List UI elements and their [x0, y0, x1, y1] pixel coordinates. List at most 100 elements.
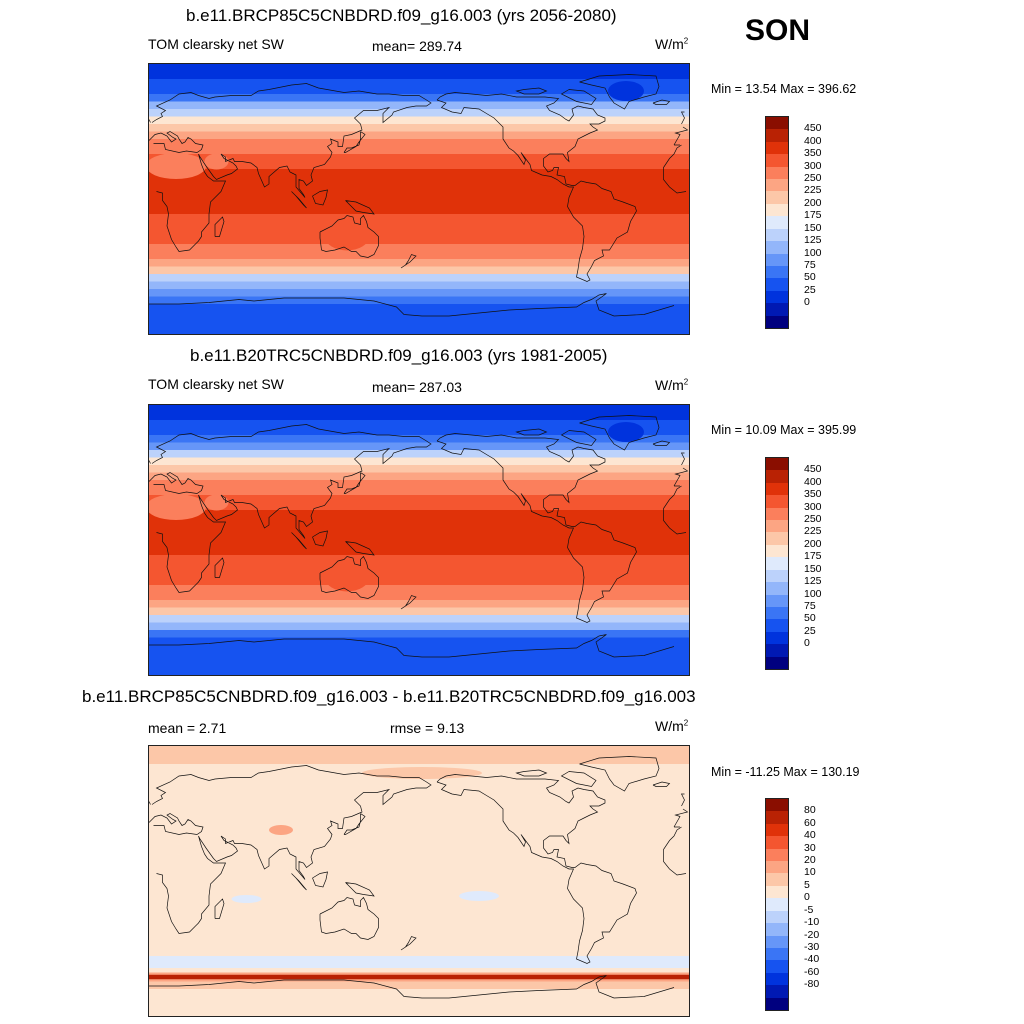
panel3-colorbar-tick-label: -60	[804, 965, 820, 978]
panel1-colorbar-tick-label: 300	[804, 159, 822, 172]
panel2-band-4	[149, 450, 689, 458]
panel1-colorbar-swatch-7	[766, 203, 788, 217]
panel3-colorbar-tick-label: 80	[804, 804, 816, 817]
panel1-band-6	[149, 124, 689, 132]
panel1-colorbar-swatch-9	[766, 228, 788, 242]
panel2-band-7	[149, 472, 689, 480]
panel3-ice-edge	[149, 974, 689, 980]
panel2-colorbar-swatch-0	[766, 458, 788, 471]
panel3-ice-edge-inner	[149, 981, 689, 989]
panel2-colorbar-tick-label: 450	[804, 463, 822, 476]
panel1-plot	[149, 64, 689, 334]
panel1-colorbar-swatch-10	[766, 241, 788, 255]
panel1-australia	[325, 222, 369, 251]
panel1-units: W/m2	[655, 36, 689, 52]
panel3-colorbar-tick-label: -5	[804, 903, 814, 916]
panel2-colorbar-tick-label: 200	[804, 537, 822, 550]
panel1-colorbar-tick-label: 75	[804, 258, 816, 271]
panel2-band-13	[149, 555, 689, 570]
panel1-colorbar-swatch-1	[766, 129, 788, 143]
panel2-title: b.e11.B20TRC5CNBDRD.f09_g16.003 (yrs 198…	[190, 346, 608, 365]
panel3-title: b.e11.BRCP85C5CNBDRD.f09_g16.003 - b.e11…	[82, 687, 696, 706]
panel3-map	[148, 745, 690, 1017]
panel1-colorbar-swatch-6	[766, 191, 788, 205]
panel2-colorbar-swatch-2	[766, 482, 788, 496]
panel2-colorbar-tick-label: 175	[804, 550, 822, 563]
panel2-arabia	[204, 494, 229, 511]
panel2-colorbar-tick-label: 25	[804, 624, 816, 637]
panel1-colorbar-tick-label: 450	[804, 122, 822, 135]
panel2-band-19	[149, 622, 689, 630]
panel2-colorbar-tick-label: 400	[804, 475, 822, 488]
panel2-colorbar-swatch-9	[766, 569, 788, 583]
panel3-colorbar-tick-label: -80	[804, 978, 820, 991]
panel3-colorbar-swatch-9	[766, 910, 788, 924]
panel1-band-1	[149, 79, 689, 94]
panel2-band-8	[149, 480, 689, 488]
panel2-colorbar-tick-label: 75	[804, 599, 816, 612]
panel1-mean: mean= 289.74	[372, 38, 462, 54]
panel1-colorbar-tick-label: 250	[804, 172, 822, 185]
panel2-minmax: Min = 10.09 Max = 395.99	[711, 423, 857, 437]
panel3-minmax: Min = -11.25 Max = 130.19	[711, 765, 860, 779]
panel3-colorbar-swatch-8	[766, 898, 788, 912]
panel2-australia	[325, 563, 369, 592]
panel2-band-2	[149, 435, 689, 443]
panel1-map	[148, 63, 690, 335]
panel3-colorbar	[765, 798, 789, 1011]
panel2-colorbar-tick-label: 100	[804, 587, 822, 600]
panel3-colorbar-tick-label: 0	[804, 891, 810, 904]
panel2-band-9	[149, 487, 689, 495]
panel3-colorbar-swatch-15	[766, 985, 788, 999]
panel3-colorbar-swatch-10	[766, 923, 788, 937]
panel3-colorbar-swatch-2	[766, 823, 788, 837]
panel2-colorbar-swatch-4	[766, 507, 788, 521]
panel1-colorbar-swatch-14	[766, 290, 788, 304]
panel2-colorbar-swatch-11	[766, 594, 788, 608]
panel2-colorbar-tick-label: 0	[804, 637, 810, 650]
panel3-colorbar-swatch-11	[766, 935, 788, 949]
panel1-colorbar-tick-label: 125	[804, 234, 822, 247]
panel1-band-16	[149, 259, 689, 267]
panel1-variable: TOM clearsky net SW	[148, 36, 284, 52]
panel1-colorbar-swatch-13	[766, 278, 788, 292]
panel3-colorbar-swatch-12	[766, 947, 788, 961]
panel2-colorbar-tick-label: 350	[804, 488, 822, 501]
panel3-rmse: rmse = 9.13	[390, 720, 465, 736]
panel2-band-3	[149, 442, 689, 450]
panel3-colorbar-tick-label: 40	[804, 829, 816, 842]
panel3-colorbar-tick-label: -10	[804, 916, 820, 929]
panel2-band-16	[149, 600, 689, 608]
panel3-colorbar-tick-label: 5	[804, 878, 810, 891]
panel3-background	[149, 746, 689, 1016]
panel2-colorbar-swatch-1	[766, 470, 788, 484]
panel2-colorbar	[765, 457, 789, 670]
panel1-band-5	[149, 116, 689, 124]
panel1-sahara	[149, 153, 206, 179]
panel2-band-18	[149, 615, 689, 623]
panel2-colorbar-tick-label: 150	[804, 562, 822, 575]
panel1-colorbar-swatch-5	[766, 179, 788, 192]
panel3-colorbar-swatch-4	[766, 848, 788, 862]
panel3-coastlines	[149, 756, 689, 999]
season-label: SON	[745, 14, 811, 47]
panel2-colorbar-swatch-10	[766, 582, 788, 596]
panel2-plot	[149, 405, 689, 675]
panel1-band-11	[149, 161, 689, 169]
panel1-band-13	[149, 214, 689, 229]
panel1-colorbar-tick-label: 150	[804, 221, 822, 234]
panel1-colorbar-tick-label: 175	[804, 209, 822, 222]
panel2-colorbar-swatch-3	[766, 495, 788, 509]
panel1-colorbar-tick-label: 225	[804, 184, 822, 197]
panel1-band-15	[149, 244, 689, 259]
panel3-indian-patch	[231, 895, 262, 903]
panel2-band-11	[149, 502, 689, 510]
panel2-greenland	[608, 422, 644, 442]
panel3-colorbar-tick-label: 30	[804, 841, 816, 854]
panel2-colorbar-swatch-14	[766, 631, 788, 645]
panel2-band-5	[149, 457, 689, 465]
panel2-antarctica	[149, 651, 689, 675]
panel2-mean: mean= 287.03	[372, 379, 462, 395]
panel1-colorbar-swatch-16	[766, 315, 788, 329]
panel1-greenland	[608, 81, 644, 101]
